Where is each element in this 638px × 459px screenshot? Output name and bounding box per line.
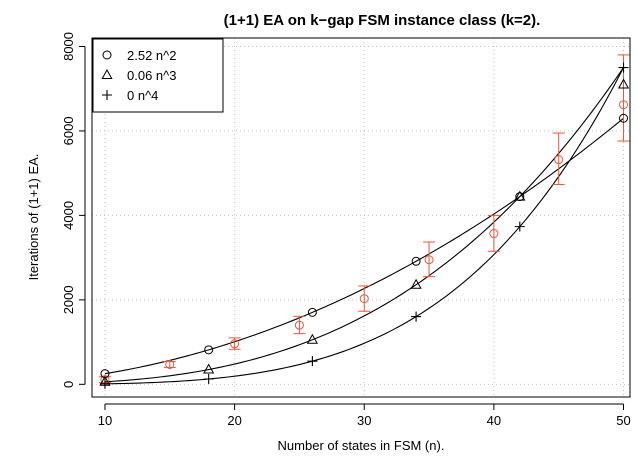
plus-marker	[99, 378, 110, 389]
fit-curve	[104, 117, 624, 375]
observed-errorbars	[98, 54, 630, 385]
legend-label: 2.52 n^2	[127, 48, 176, 63]
plus-marker	[618, 62, 629, 73]
circle-marker	[204, 345, 214, 355]
observed-point	[165, 359, 175, 369]
y-tick-label: 6000	[61, 116, 76, 145]
y-tick-label: 2000	[61, 285, 76, 314]
observed-point	[489, 229, 499, 239]
grid	[92, 38, 630, 397]
circle-marker	[307, 307, 317, 317]
plus-marker	[514, 221, 525, 232]
observed-point	[230, 339, 240, 349]
y-axis-label: Iterations of (1+1) EA.	[26, 154, 41, 281]
observed-point	[294, 320, 304, 330]
plot-frame	[91, 37, 631, 398]
circle-marker	[411, 256, 421, 266]
series-markers	[99, 62, 630, 389]
legend-box	[92, 38, 224, 113]
plus-marker	[102, 90, 112, 100]
legend-label: 0 n^4	[127, 88, 158, 103]
y-tick-label: 8000	[61, 32, 76, 61]
triangle-marker	[101, 68, 113, 79]
y-tick-label: 4000	[61, 201, 76, 230]
legend-label: 0.06 n^3	[127, 68, 176, 83]
x-axis: 10 20 30 40 50	[98, 403, 631, 428]
triangle-marker	[203, 363, 215, 374]
x-tick-label: 40	[487, 413, 501, 428]
triangle-marker	[306, 333, 318, 344]
y-tick-label: 0	[61, 381, 76, 388]
triangle-marker	[617, 78, 630, 89]
x-tick-label: 20	[227, 413, 241, 428]
observed-point	[554, 155, 564, 165]
observed-point	[359, 294, 369, 304]
x-tick-label: 30	[357, 413, 371, 428]
x-tick-label: 50	[616, 413, 630, 428]
plus-marker	[307, 356, 318, 367]
legend: 2.52 n^2 0.06 n^3 0 n^4	[92, 38, 224, 113]
fit-curve	[104, 67, 625, 385]
plus-marker	[203, 374, 214, 385]
x-axis-label: Number of states in FSM (n).	[278, 438, 445, 453]
observed-point	[619, 100, 629, 110]
x-tick-label: 10	[98, 413, 112, 428]
observed-point	[424, 255, 434, 265]
plus-marker	[411, 311, 422, 322]
circle-marker	[102, 50, 112, 60]
fit-curve	[104, 67, 624, 383]
chart-title: (1+1) EA on k−gap FSM instance class (k=…	[224, 12, 541, 29]
triangle-marker	[514, 190, 526, 201]
triangle-marker	[410, 278, 422, 289]
y-axis: 0 2000 4000 6000 8000	[61, 32, 86, 388]
circle-marker	[619, 113, 629, 123]
